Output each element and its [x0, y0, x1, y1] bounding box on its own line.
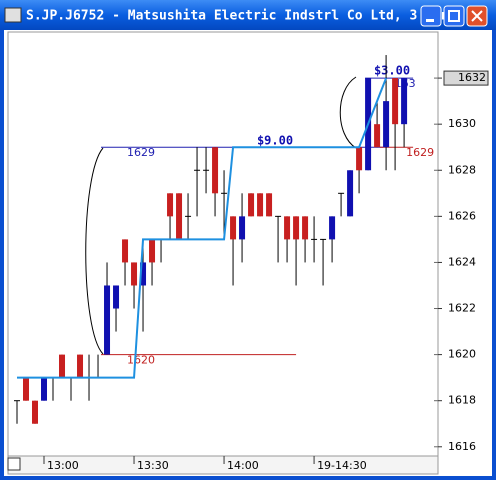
candle-body	[131, 262, 138, 286]
chart-area	[4, 30, 492, 476]
candle-body	[302, 216, 309, 240]
candle-body	[383, 101, 390, 148]
candle-body	[59, 354, 66, 378]
candle-body	[122, 239, 129, 263]
y-tick-label: 1630	[448, 117, 476, 130]
candle-body	[32, 400, 39, 424]
candle-body	[176, 193, 183, 240]
candle-body	[140, 262, 147, 286]
candle-body	[374, 124, 381, 148]
candle-body	[104, 285, 111, 355]
y-tick-label: 1620	[448, 348, 476, 361]
last-price-box	[443, 70, 489, 86]
candle-body	[392, 78, 399, 125]
annotation: $3.00	[374, 64, 410, 78]
candle-body	[329, 216, 336, 240]
y-tick-label: 1622	[448, 302, 476, 315]
x-tick-label: 19-14:30	[317, 459, 367, 472]
candle-body	[113, 285, 120, 309]
candle-body	[257, 193, 264, 217]
level-label: 1620	[127, 354, 155, 367]
last-price-label: 1632	[458, 71, 486, 84]
candle-body	[284, 216, 291, 240]
range-bracket	[339, 76, 357, 149]
annotation: $9.00	[257, 134, 293, 148]
x-tick-label: 14:00	[227, 459, 259, 472]
level-label: 1629	[127, 146, 155, 159]
x-tick-label: 13:30	[137, 459, 169, 472]
candle-body	[239, 216, 246, 240]
y-tick-label: 1624	[448, 255, 476, 268]
y-tick-label: 1628	[448, 163, 476, 176]
candle-body	[401, 78, 408, 125]
app-icon	[4, 7, 22, 23]
title-bar	[0, 0, 496, 30]
candle-body	[167, 193, 174, 217]
candle-body	[212, 147, 219, 194]
y-tick-label: 1626	[448, 209, 476, 222]
candle-body	[266, 193, 273, 217]
minimize-button[interactable]	[420, 5, 442, 27]
window-title: S.JP.J6752 - Matsushita Electric Indstrl…	[26, 9, 449, 24]
step-line	[17, 77, 388, 379]
close-button[interactable]	[466, 5, 488, 27]
candle-body	[23, 377, 30, 401]
candle-body	[230, 216, 237, 240]
candle-body	[347, 170, 354, 217]
candle-body	[77, 354, 84, 378]
y-tick-label: 1618	[448, 394, 476, 407]
level-label: 1629	[406, 146, 434, 159]
candle-body	[149, 239, 156, 263]
candle-body	[248, 193, 255, 217]
scroll-box[interactable]	[7, 457, 21, 471]
x-tick-label: 13:00	[47, 459, 79, 472]
y-tick-label: 1616	[448, 440, 476, 453]
candle-body	[41, 377, 48, 401]
maximize-button[interactable]	[443, 5, 465, 27]
candle-body	[293, 216, 300, 240]
range-bracket	[85, 147, 104, 355]
candle-body	[356, 147, 363, 171]
